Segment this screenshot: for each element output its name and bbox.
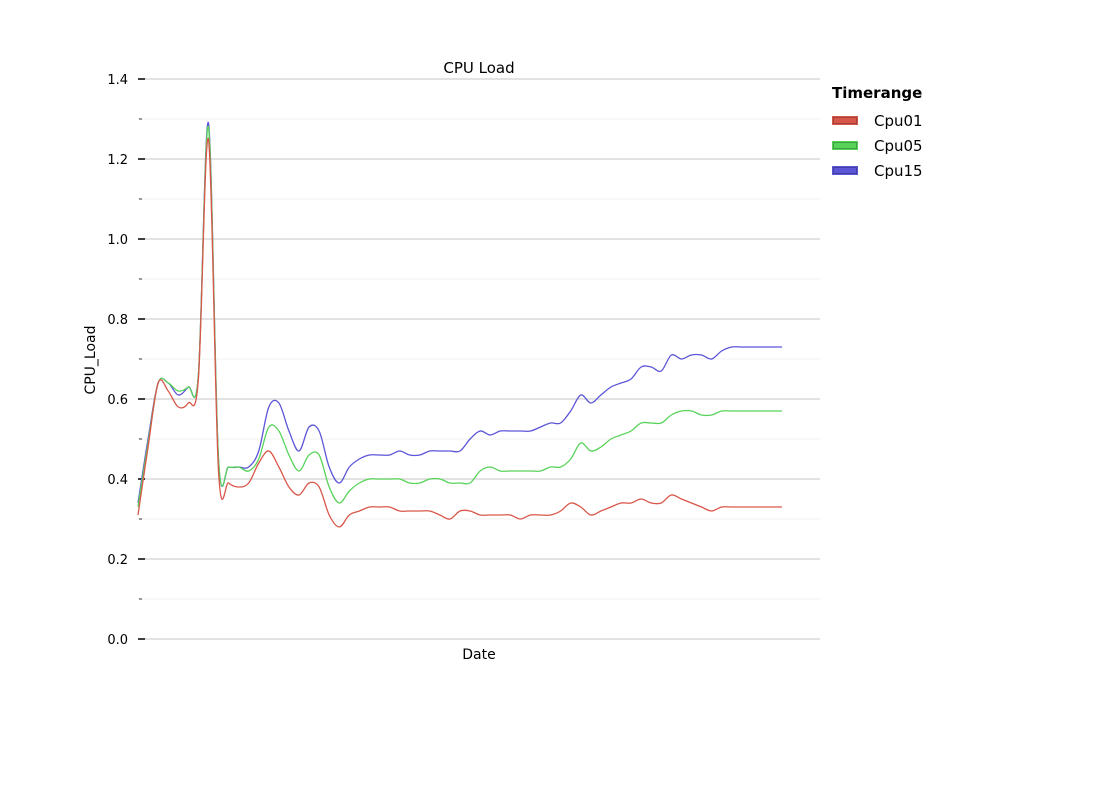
- y-tick-label: 1.2: [107, 153, 128, 168]
- legend-swatch-cpu05: [832, 141, 858, 150]
- x-axis-label: Date: [462, 647, 495, 663]
- y-tick-label: 0.8: [107, 313, 128, 328]
- y-axis: 0.0 0.2 0.4 0.6 0.8 1.0 1.2 1.4: [107, 73, 145, 648]
- y-tick-label: 0.0: [107, 633, 128, 648]
- y-tick-label: 0.4: [107, 473, 128, 488]
- legend-label-cpu01: Cpu01: [874, 111, 923, 130]
- y-tick-label: 0.2: [107, 553, 128, 568]
- grid-lines: [138, 78, 820, 640]
- series-line-cpu01: [137, 137, 783, 528]
- legend-title: Timerange: [832, 84, 923, 102]
- series-line-cpu05: [137, 126, 782, 508]
- legend-swatch-cpu01: [832, 116, 858, 125]
- series-line-cpu15: [137, 122, 782, 504]
- y-tick-label: 1.0: [107, 233, 128, 248]
- legend-swatch-cpu15: [832, 166, 858, 175]
- y-tick-label: 0.6: [107, 393, 128, 408]
- legend: Timerange Cpu01 Cpu05 Cpu15: [832, 84, 923, 183]
- chart-title: CPU Load: [443, 59, 514, 77]
- y-axis-label: CPU_Load: [83, 325, 99, 394]
- legend-item-cpu01: Cpu01: [832, 108, 923, 133]
- legend-item-cpu05: Cpu05: [832, 133, 923, 158]
- legend-label-cpu15: Cpu15: [874, 161, 923, 180]
- y-tick-label: 1.4: [107, 73, 128, 88]
- legend-item-cpu15: Cpu15: [832, 158, 923, 183]
- legend-label-cpu05: Cpu05: [874, 136, 923, 155]
- series-lines: [137, 122, 783, 528]
